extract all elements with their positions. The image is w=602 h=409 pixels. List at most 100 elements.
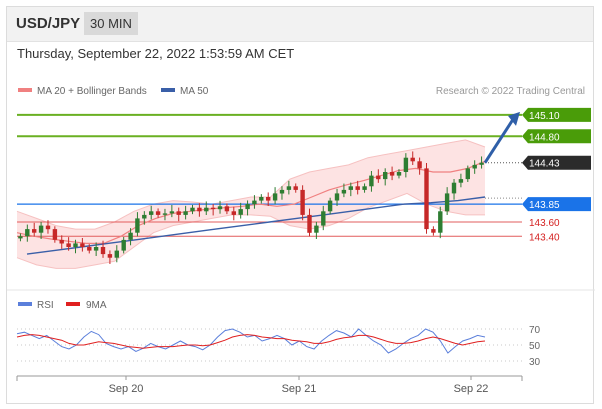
rsi-tick-label: 50 [529,341,541,352]
candle-body [80,243,85,247]
candle-body [93,247,99,251]
candle-body [169,211,175,214]
candle-body [266,197,271,201]
candle-body [176,211,181,215]
candle-body [190,207,195,212]
level-label-143-40: 143.40 [529,232,560,243]
bollinger-upper-line [16,139,486,230]
candle-body [59,239,64,244]
candle-body [231,211,236,215]
rsi-line [16,328,486,354]
candle-body [114,250,119,258]
candle-body [279,189,285,194]
candle-body [135,218,140,233]
chart-widget: USD/JPY 30 MIN Thursday, September 22, 2… [6,6,595,404]
candle-body [300,189,305,215]
price-tag-label-resistance: 144.80 [529,132,560,143]
ma9-legend-swatch [66,302,80,306]
candle-body [307,214,312,233]
price-tag-target [522,107,591,122]
candle-body [38,225,44,233]
time-axis-labels: Sep 20 Sep 21 Sep 22 [109,376,489,395]
candle-body [355,186,360,190]
credit-label: Research © 2022 Trading Central [436,86,585,97]
candle-body [155,211,161,215]
candle-body [217,206,223,210]
arrow-shaft [483,117,516,164]
candle-body [389,172,395,176]
candle-body [121,239,126,251]
ma20-legend-label: MA 20 + Bollinger Bands [37,86,147,97]
ma50-legend-swatch [161,88,175,92]
candle-body [87,247,92,251]
candle-body [238,209,243,215]
ma9-line [16,334,486,349]
chart-header: USD/JPY 30 MIN [7,7,593,42]
candle-body [52,229,58,240]
time-axis-label: Sep 22 [454,383,489,395]
candle-body [107,254,113,258]
candle-body [245,204,250,210]
candle-body [451,182,457,194]
candle-body [403,157,409,172]
time-axis-label: Sep 21 [282,383,317,395]
rsi-legend-label: RSI [37,300,54,311]
price-tags: 145.10 144.80 144.43 143.85 143.60 143.40 [522,107,591,243]
candle-body [369,175,374,187]
candlesticks [18,151,484,264]
rsi-legend: RSI 9MA [18,300,107,311]
candle-body [149,211,154,215]
candle-body [438,211,443,233]
candle-body [417,161,422,169]
candle-body [128,232,133,240]
candle-body [383,172,388,180]
candle-body [252,200,257,205]
price-tag-label-current: 144.43 [529,159,560,170]
candle-body [465,168,470,180]
candle-body [142,214,147,219]
price-tag-label-pivot: 143.85 [529,200,560,211]
rsi-tick-label: 70 [529,325,541,336]
candle-body [66,243,71,247]
ma20-legend-swatch [18,88,32,92]
candle-body [444,193,450,212]
candle-body [18,236,23,239]
rsi-tick-label: 30 [529,357,541,368]
ma50-legend-label: MA 50 [180,86,209,97]
candle-body [431,229,436,233]
candle-body [286,186,292,190]
candle-body [314,225,319,233]
price-levels [17,113,522,237]
candle-body [348,186,353,190]
candle-body [100,247,106,255]
arrow-head [508,111,520,126]
candle-body [321,211,326,226]
main-legend: MA 20 + Bollinger Bands MA 50 Research ©… [18,86,585,97]
interval-button[interactable]: 30 MIN [84,12,138,35]
ma9-legend-label: 9MA [86,300,107,311]
candle-body [327,200,333,212]
candle-body [376,175,381,180]
candle-body [204,207,209,212]
candle-body [210,207,216,210]
rsi-legend-swatch [18,302,32,306]
candle-body [458,179,464,183]
candle-body [293,186,298,190]
price-chart-svg: MA 20 + Bollinger Bands MA 50 Research ©… [7,86,595,395]
rsi-panel: 70 50 30 [16,325,541,368]
candle-body [472,164,477,169]
candle-body [259,197,264,201]
timestamp-label: Thursday, September 22, 2022 1:53:59 AM … [17,46,295,61]
candle-body [73,243,78,247]
time-axis-label: Sep 20 [109,383,144,395]
candle-body [25,229,30,237]
candle-body [479,162,484,165]
candle-body [396,172,402,176]
projection-arrow [483,111,520,164]
candle-body [183,211,188,215]
candle-body [162,213,168,215]
bollinger-lower-line [16,192,485,269]
candle-body [272,193,278,201]
price-tag-current [522,155,591,170]
candle-body [362,186,367,190]
